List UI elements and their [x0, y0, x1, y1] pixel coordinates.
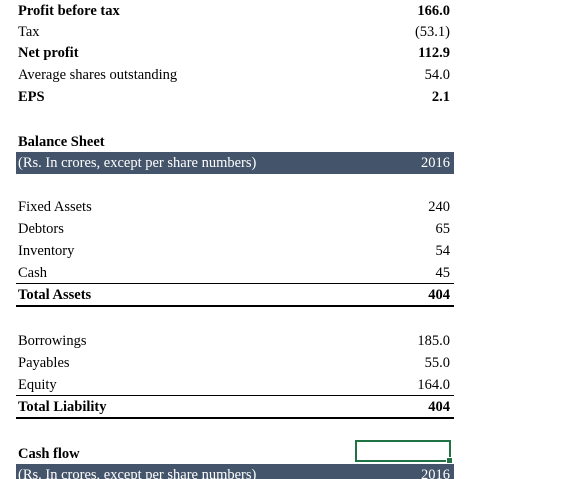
row-label: Total Liability	[18, 399, 107, 415]
row-eps[interactable]: EPS 2.1	[16, 86, 454, 108]
row-value: 240	[428, 199, 450, 215]
row-label: Borrowings	[18, 333, 87, 349]
row-value: 404	[428, 287, 450, 303]
row-value: 112.9	[418, 45, 450, 61]
cash-flow-header-band[interactable]: (Rs. In crores, except per share numbers…	[16, 464, 454, 479]
row-borrowings[interactable]: Borrowings 185.0	[16, 330, 454, 352]
row-label: Average shares outstanding	[18, 67, 178, 83]
row-cash[interactable]: Cash 45	[16, 262, 454, 284]
header-units-label: (Rs. In crores, except per share numbers…	[18, 467, 257, 479]
row-value: (53.1)	[414, 24, 450, 40]
row-average-shares[interactable]: Average shares outstanding 54.0	[16, 64, 454, 86]
fill-handle[interactable]	[446, 457, 453, 464]
row-tax[interactable]: Tax (53.1)	[16, 21, 454, 43]
row-value: 185.0	[417, 333, 450, 349]
row-label: Tax	[18, 24, 40, 40]
balance-sheet-title[interactable]: Balance Sheet	[18, 134, 105, 150]
row-value: 65	[435, 221, 451, 237]
row-value: 166.0	[417, 3, 450, 19]
row-value: 54.0	[424, 67, 450, 83]
row-inventory[interactable]: Inventory 54	[16, 240, 454, 262]
row-payables[interactable]: Payables 55.0	[16, 352, 454, 374]
row-value: 164.0	[417, 377, 450, 393]
active-cell-selection[interactable]	[355, 440, 453, 464]
row-value: 45	[435, 265, 451, 281]
row-label: Debtors	[18, 221, 64, 237]
row-label: EPS	[18, 89, 45, 105]
row-label: Profit before tax	[18, 3, 120, 19]
row-label: Fixed Assets	[18, 199, 92, 215]
row-label: Net profit	[18, 45, 79, 61]
row-label: Cash	[18, 265, 47, 281]
row-value: 404	[428, 399, 450, 415]
row-debtors[interactable]: Debtors 65	[16, 218, 454, 240]
row-value: 55.0	[424, 355, 450, 371]
balance-sheet-header-band[interactable]: (Rs. In crores, except per share numbers…	[16, 152, 454, 174]
cash-flow-title[interactable]: Cash flow	[18, 446, 80, 462]
row-profit-before-tax[interactable]: Profit before tax 166.0	[16, 0, 454, 22]
header-year: 2016	[421, 155, 450, 171]
header-year: 2016	[421, 467, 450, 479]
row-label: Equity	[18, 377, 57, 393]
row-net-profit[interactable]: Net profit 112.9	[16, 42, 454, 64]
row-equity[interactable]: Equity 164.0	[16, 374, 454, 396]
row-value: 2.1	[431, 89, 450, 105]
row-total-assets[interactable]: Total Assets 404	[16, 283, 454, 307]
row-value: 54	[435, 243, 451, 259]
header-units-label: (Rs. In crores, except per share numbers…	[18, 155, 257, 171]
row-label: Total Assets	[18, 287, 92, 303]
row-label: Payables	[18, 355, 70, 371]
row-total-liability[interactable]: Total Liability 404	[16, 395, 454, 419]
row-fixed-assets[interactable]: Fixed Assets 240	[16, 196, 454, 218]
row-label: Inventory	[18, 243, 75, 259]
